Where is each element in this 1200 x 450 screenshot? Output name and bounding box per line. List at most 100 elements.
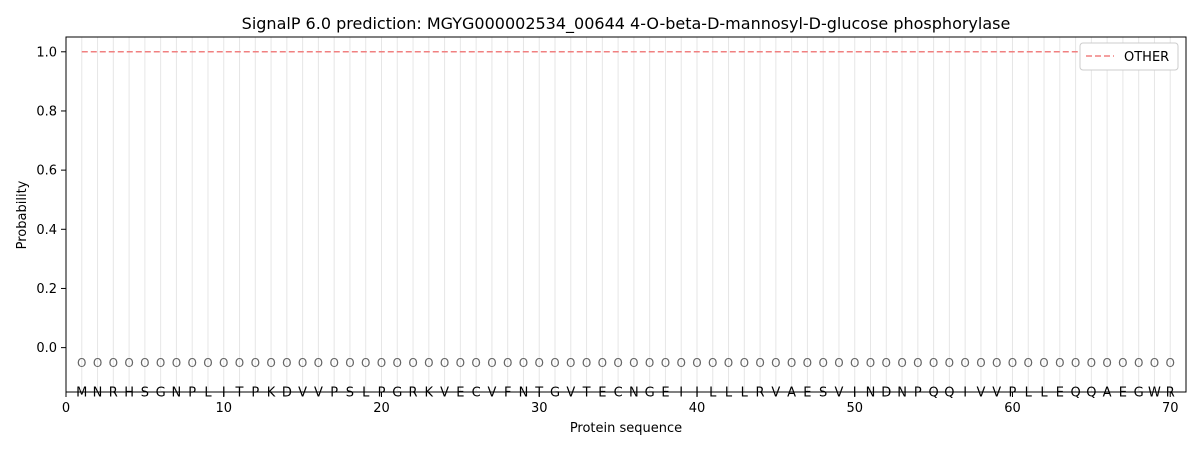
residue-marker: O [251, 356, 260, 370]
y-axis-label: Probability [15, 180, 30, 249]
residue-marker: O [503, 356, 512, 370]
residue-marker: O [834, 356, 843, 370]
sequence-residue-label: T [582, 385, 591, 400]
sequence-residue-label: A [1103, 385, 1112, 400]
sequence-residue-label: I [963, 385, 967, 400]
sequence-residue-label: A [787, 385, 796, 400]
sequence-residue-label: Q [928, 385, 938, 400]
sequence-residue-label: G [550, 385, 560, 400]
residue-marker: O [361, 356, 370, 370]
x-tick-label: 10 [215, 401, 232, 416]
sequence-residue-label: Q [944, 385, 954, 400]
sequence-residue-label: E [661, 385, 669, 400]
sequence-residue-label: V [992, 385, 1001, 400]
residue-marker: O [929, 356, 938, 370]
y-tick-label: 1.0 [36, 45, 57, 60]
sequence-residue-label: V [314, 385, 323, 400]
sequence-residue-label: V [487, 385, 496, 400]
residue-marker: O [1118, 356, 1127, 370]
x-tick-label: 30 [531, 401, 548, 416]
residue-marker: O [393, 356, 402, 370]
sequence-residue-label: N [897, 385, 907, 400]
residue-marker: O [787, 356, 796, 370]
residue-marker: O [187, 356, 196, 370]
residue-marker: O [282, 356, 291, 370]
residue-marker: O [645, 356, 654, 370]
residue-marker: O [566, 356, 575, 370]
sequence-residue-label: L [725, 385, 733, 400]
residue-marker: O [676, 356, 685, 370]
sequence-residue-label: R [109, 385, 118, 400]
sequence-labels: MNRHSGNPLITPKDVVPSLPGRKVECVFNTGVTECNGEII… [76, 385, 1175, 400]
sequence-residue-label: G [156, 385, 166, 400]
x-tick-label: 70 [1162, 401, 1179, 416]
residue-marker: O [219, 356, 228, 370]
x-tick-label: 60 [1004, 401, 1021, 416]
residue-marker: O [550, 356, 559, 370]
residue-marker: O [976, 356, 985, 370]
sequence-residue-label: F [504, 385, 511, 400]
residue-marker: O [897, 356, 906, 370]
residue-marker: O [345, 356, 354, 370]
residue-marker: O [1087, 356, 1096, 370]
residue-marker: O [235, 356, 244, 370]
sequence-residue-label: H [124, 385, 134, 400]
x-axis-ticks: 0 10 20 30 40 50 60 70 [62, 392, 1179, 416]
residue-marker: O [740, 356, 749, 370]
residue-gridlines [81, 37, 1171, 392]
sequence-residue-label: T [235, 385, 244, 400]
sequence-residue-label: L [1040, 385, 1048, 400]
residue-marker: O [755, 356, 764, 370]
sequence-residue-label: N [629, 385, 639, 400]
residue-marker: O [629, 356, 638, 370]
sequence-residue-label: V [976, 385, 985, 400]
residue-marker: O [1134, 356, 1143, 370]
sequence-residue-label: Q [1086, 385, 1096, 400]
sequence-residue-label: L [204, 385, 212, 400]
x-tick-label: 20 [373, 401, 390, 416]
sequence-residue-label: N [519, 385, 529, 400]
sequence-residue-label: L [709, 385, 717, 400]
sequence-residue-label: E [1056, 385, 1064, 400]
sequence-residue-label: I [679, 385, 683, 400]
residue-marker: O [818, 356, 827, 370]
sequence-residue-label: P [188, 385, 196, 400]
residue-marker: O [424, 356, 433, 370]
residue-marker: O [377, 356, 386, 370]
residue-marker: O [471, 356, 480, 370]
sequence-residue-label: E [598, 385, 606, 400]
sequence-residue-label: V [566, 385, 575, 400]
residue-marker: O [93, 356, 102, 370]
sequence-residue-label: C [472, 385, 481, 400]
sequence-residue-label: D [282, 385, 292, 400]
sequence-residue-label: R [409, 385, 418, 400]
sequence-residue-label: E [456, 385, 464, 400]
residue-marker: O [913, 356, 922, 370]
residue-marker: O [266, 356, 275, 370]
legend-box [1079, 42, 1179, 71]
sequence-residue-label: L [1025, 385, 1033, 400]
legend: OTHER [1079, 42, 1179, 71]
sequence-residue-label: N [172, 385, 182, 400]
sequence-residue-label: L [362, 385, 370, 400]
residue-marker: O [298, 356, 307, 370]
residue-marker: O [156, 356, 165, 370]
chart-title: SignalP 6.0 prediction: MGYG000002534_00… [242, 14, 1011, 34]
y-tick-label: 0.6 [36, 164, 57, 179]
residue-marker: O [329, 356, 338, 370]
residue-marker: O [203, 356, 212, 370]
residue-marker: O [803, 356, 812, 370]
y-tick-label: 0.8 [36, 104, 57, 119]
residue-marker: O [1039, 356, 1048, 370]
sequence-residue-label: N [866, 385, 876, 400]
sequence-residue-label: W [1148, 385, 1161, 400]
residue-marker: O [440, 356, 449, 370]
sequence-residue-label: G [392, 385, 402, 400]
sequence-residue-label: P [251, 385, 259, 400]
residue-marker: O [124, 356, 133, 370]
sequence-residue-label: M [76, 385, 87, 400]
residue-marker: O [945, 356, 954, 370]
sequence-residue-label: E [803, 385, 811, 400]
residue-marker: O [1024, 356, 1033, 370]
